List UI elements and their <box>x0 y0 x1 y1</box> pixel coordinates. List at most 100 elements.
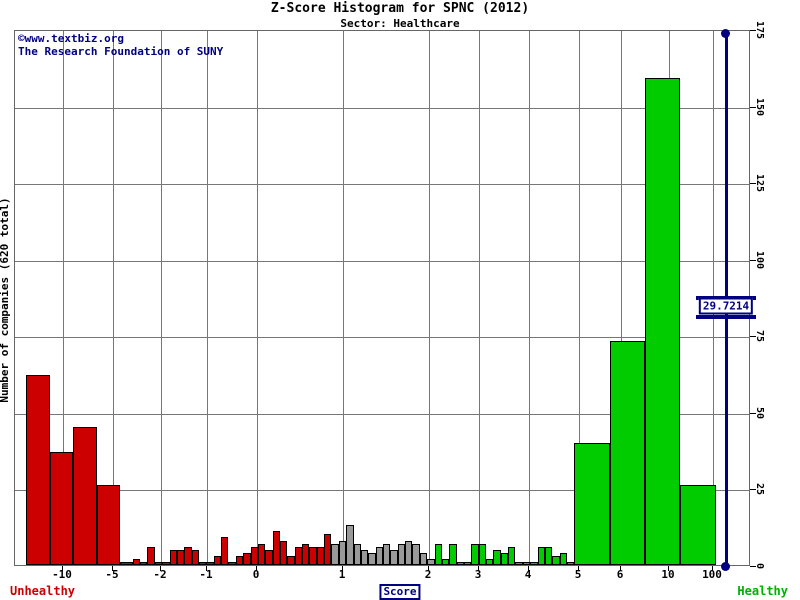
x-axis-tick-label: 5 <box>574 568 582 581</box>
histogram-bar <box>73 427 97 565</box>
histogram-bar <box>486 558 494 565</box>
y-axis-tick-mark <box>750 566 756 567</box>
y-axis-tick-label: 25 <box>754 483 765 496</box>
histogram-bar <box>500 552 509 565</box>
histogram-bar <box>206 561 214 565</box>
grid-line-horizontal <box>15 107 749 109</box>
histogram-bar <box>434 543 442 565</box>
histogram-bar <box>147 546 155 565</box>
x-axis-tick-mark <box>206 566 207 571</box>
grid-line-horizontal <box>15 184 749 186</box>
histogram-bar <box>287 555 295 565</box>
histogram-bar <box>456 561 464 565</box>
histogram-bar <box>375 546 383 565</box>
x-axis-tick-mark <box>256 566 257 571</box>
histogram-bar <box>471 543 479 565</box>
histogram-bar <box>184 546 192 565</box>
y-axis-tick-mark <box>750 336 756 338</box>
histogram-bar <box>162 561 170 565</box>
y-axis-tick-label: 0 <box>754 562 765 570</box>
y-axis-tick-mark <box>750 30 756 31</box>
histogram-bar <box>132 558 141 565</box>
histogram-bar <box>397 543 406 565</box>
histogram-bar <box>199 561 207 565</box>
histogram-bar <box>368 552 376 565</box>
x-axis-tick-mark <box>620 566 621 571</box>
x-axis-tick-mark <box>160 566 161 571</box>
histogram-bar <box>427 558 435 565</box>
histogram-bar <box>515 561 523 565</box>
histogram-bar <box>221 537 229 565</box>
histogram-bar <box>537 546 545 565</box>
histogram-bar <box>463 561 472 565</box>
x-axis-tick-mark <box>112 566 113 571</box>
watermark: ©www.textbiz.org The Research Foundation… <box>18 32 223 58</box>
histogram-bar <box>412 543 420 565</box>
histogram-bar <box>250 546 258 565</box>
histogram-bar <box>478 543 487 565</box>
histogram-bar <box>302 543 310 565</box>
x-axis-tick-label: 6 <box>616 568 624 581</box>
histogram-bar <box>120 561 133 565</box>
histogram-bar <box>272 531 280 565</box>
grid-line-vertical <box>529 31 530 565</box>
histogram-bar <box>552 555 560 565</box>
x-axis-tick-label: 2 <box>424 568 432 581</box>
x-axis-tick-label: 10 <box>661 568 675 581</box>
histogram-bar <box>309 546 317 565</box>
marker-range-bar <box>696 314 756 319</box>
histogram-bar <box>559 552 567 565</box>
x-axis-tick-label: 4 <box>524 568 532 581</box>
histogram-bars <box>15 31 749 565</box>
watermark-line-2: The Research Foundation of SUNY <box>18 45 224 58</box>
histogram-bar <box>680 485 716 565</box>
histogram-bar <box>257 543 266 565</box>
y-axis-tick-label: 50 <box>754 406 765 419</box>
histogram-bar <box>390 549 398 565</box>
chart-subtitle: Sector: Healthcare <box>340 17 460 30</box>
histogram-bar <box>191 549 199 565</box>
marker-dot-bottom <box>721 562 730 571</box>
histogram-bar <box>235 555 244 565</box>
histogram-bar <box>449 543 457 565</box>
x-axis-tick-mark <box>668 566 669 571</box>
grid-line-horizontal <box>15 490 749 492</box>
histogram-bar <box>574 442 610 565</box>
x-axis-tick-mark <box>578 566 579 571</box>
x-axis-tick-mark <box>528 566 529 571</box>
histogram-bar <box>96 485 121 565</box>
x-axis-title: Score <box>379 584 421 600</box>
x-axis-tick-mark <box>342 566 343 571</box>
x-axis-tick-label: 1 <box>338 568 346 581</box>
histogram-bar <box>265 549 273 565</box>
page-title: Z-Score Histogram for SPNC (2012) <box>270 1 530 16</box>
marker-dot-top <box>721 29 730 39</box>
x-axis-tick-label: 100 <box>702 568 722 581</box>
grid-line-horizontal <box>15 337 749 339</box>
grid-line-vertical <box>429 31 430 565</box>
grid-line-vertical <box>113 31 114 565</box>
histogram-bar <box>522 561 531 565</box>
histogram-bar <box>213 555 222 565</box>
y-axis-tick-mark <box>750 489 756 491</box>
legend-healthy: Healthy <box>737 584 788 598</box>
histogram-bar <box>609 341 645 565</box>
x-axis-tick-mark <box>428 566 429 571</box>
y-axis-tick-label: 175 <box>754 20 765 40</box>
grid-line-vertical <box>621 31 622 565</box>
histogram-bar <box>567 561 575 565</box>
histogram-bar <box>316 546 325 565</box>
histogram-bar <box>324 534 332 565</box>
histogram-bar <box>26 375 50 565</box>
legend-unhealthy: Unhealthy <box>10 584 76 598</box>
histogram-bar <box>243 552 251 565</box>
y-axis-tick-label: 75 <box>754 330 765 343</box>
grid-line-horizontal <box>15 413 749 415</box>
marker-value-label: 29.7214 <box>698 297 754 315</box>
histogram-bar <box>353 543 361 565</box>
x-axis-tick-label: -2 <box>153 568 167 581</box>
watermark-line-1: ©www.textbiz.org <box>18 32 124 45</box>
grid-line-vertical <box>257 31 258 565</box>
histogram-bar <box>419 552 428 565</box>
